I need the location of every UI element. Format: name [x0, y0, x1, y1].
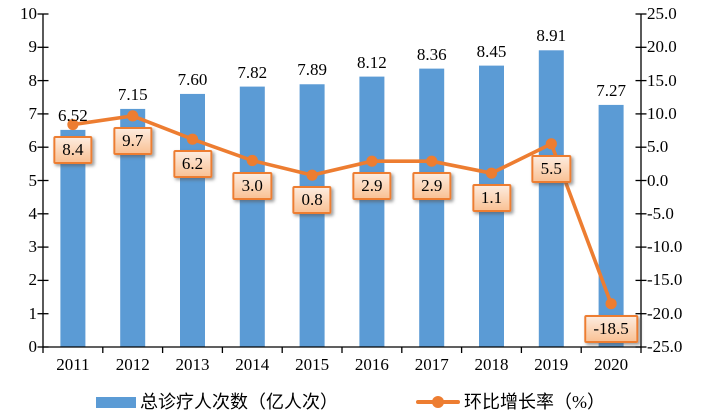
line-marker-2016 [366, 155, 378, 167]
bar-2020 [598, 104, 624, 347]
left-axis-tick-label-3: 3 [28, 237, 38, 257]
x-axis-label-2011: 2011 [56, 355, 90, 374]
right-axis-tick-label--20.0: -20.0 [647, 303, 683, 323]
line-marker-2019 [545, 138, 557, 150]
bar-2016 [359, 76, 385, 347]
bar-value-label-2014: 7.82 [237, 62, 268, 82]
x-axis-label-2020: 2020 [594, 355, 629, 374]
bar-series-swatch-icon [96, 396, 136, 408]
growth-rate-callout-2018: 1.1 [471, 184, 512, 213]
bar-2011 [60, 129, 86, 347]
line-marker-2015 [306, 169, 318, 181]
left-axis-tick-label-6: 6 [28, 137, 38, 157]
growth-rate-callout-2020: -18.5 [584, 314, 638, 343]
x-axis-label-2015: 2015 [295, 355, 330, 374]
bar-value-label-2020: 7.27 [596, 80, 626, 100]
bar-value-label-2017: 8.36 [416, 44, 447, 64]
growth-rate-callout-2013: 6.2 [172, 150, 213, 179]
left-axis-tick-label-0: 0 [28, 337, 38, 356]
left-axis-tick-label-1: 1 [28, 303, 38, 323]
growth-rate-callout-2014: 3.0 [232, 171, 272, 200]
x-axis-label-2019: 2019 [534, 355, 569, 374]
x-axis-label-2013: 2013 [175, 355, 210, 374]
left-axis-tick-label-9: 9 [28, 37, 38, 57]
bar-value-label-2015: 7.89 [297, 60, 327, 80]
bar-value-label-2011: 6.52 [58, 105, 88, 125]
bar-value-label-2016: 8.12 [357, 52, 387, 72]
right-axis-tick-label-25.0: 25.0 [647, 4, 677, 23]
legend-label-line-series: 环比增长率（%） [464, 392, 605, 412]
line-marker-2011 [67, 118, 79, 131]
line-marker-2020 [605, 298, 617, 310]
right-axis-tick-label-10.0: 10.0 [647, 103, 677, 123]
line-marker-2018 [485, 167, 498, 179]
growth-rate-callout-2017: 2.9 [412, 172, 452, 201]
growth-rate-callout-2012: 9.7 [113, 126, 153, 155]
bar-2014 [239, 86, 265, 348]
bar-value-label-2018: 8.45 [476, 41, 507, 61]
left-axis-tick-label-8: 8 [28, 70, 38, 90]
right-axis-tick-label-20.0: 20.0 [647, 37, 677, 57]
line-marker-2013 [186, 133, 199, 145]
line-marker-2017 [426, 155, 438, 167]
right-axis-tick-label-15.0: 15.0 [647, 70, 677, 90]
right-axis-tick-label-0.0: 0.0 [647, 170, 669, 190]
left-axis-tick-label-2: 2 [28, 270, 38, 290]
legend-label-bar-series: 总诊疗人次数（亿人次） [140, 392, 338, 412]
left-axis-tick-label-4: 4 [28, 203, 38, 223]
growth-rate-callout-2015: 0.8 [292, 186, 332, 215]
right-axis-tick-label--5.0: -5.0 [647, 203, 674, 223]
line-series-marker-dot-icon [432, 396, 444, 408]
bar-value-label-2019: 8.91 [536, 26, 567, 46]
bar-2019 [538, 50, 564, 348]
x-axis-label-2017: 2017 [414, 355, 449, 374]
line-series-swatch-icon [416, 396, 460, 408]
bar-2013 [180, 93, 205, 347]
x-axis-label-2012: 2012 [115, 355, 150, 374]
right-axis-tick-label--25.0: -25.0 [647, 337, 683, 356]
right-axis-tick-label--10.0: -10.0 [647, 237, 683, 257]
legend-item-line-series: 环比增长率（%） [416, 391, 605, 413]
growth-rate-line [71, 114, 613, 306]
x-axis-label-2014: 2014 [235, 355, 270, 374]
right-axis-tick-label-5.0: 5.0 [647, 137, 669, 157]
growth-rate-callout-2011: 8.4 [53, 135, 93, 164]
line-marker-2014 [246, 154, 258, 167]
line-marker-2012 [127, 110, 139, 122]
left-axis-tick-label-10: 10 [20, 4, 37, 23]
bar-value-label-2013: 7.60 [177, 69, 208, 89]
right-axis-tick-label--15.0: -15.0 [647, 270, 683, 290]
bar-value-label-2012: 7.15 [117, 84, 148, 104]
left-axis-tick-label-5: 5 [28, 170, 38, 190]
growth-rate-callout-2016: 2.9 [352, 172, 392, 201]
growth-rate-callout-2019: 5.5 [531, 154, 571, 183]
x-axis-label-2018: 2018 [474, 355, 509, 374]
left-axis-tick-label-7: 7 [28, 103, 38, 123]
legend-item-bar-series: 总诊疗人次数（亿人次） [96, 391, 338, 413]
bar-2017 [419, 68, 445, 347]
x-axis-label-2016: 2016 [354, 355, 389, 374]
bar-2015 [299, 84, 325, 347]
legend: 总诊疗人次数（亿人次） 环比增长率（%） [0, 390, 701, 414]
